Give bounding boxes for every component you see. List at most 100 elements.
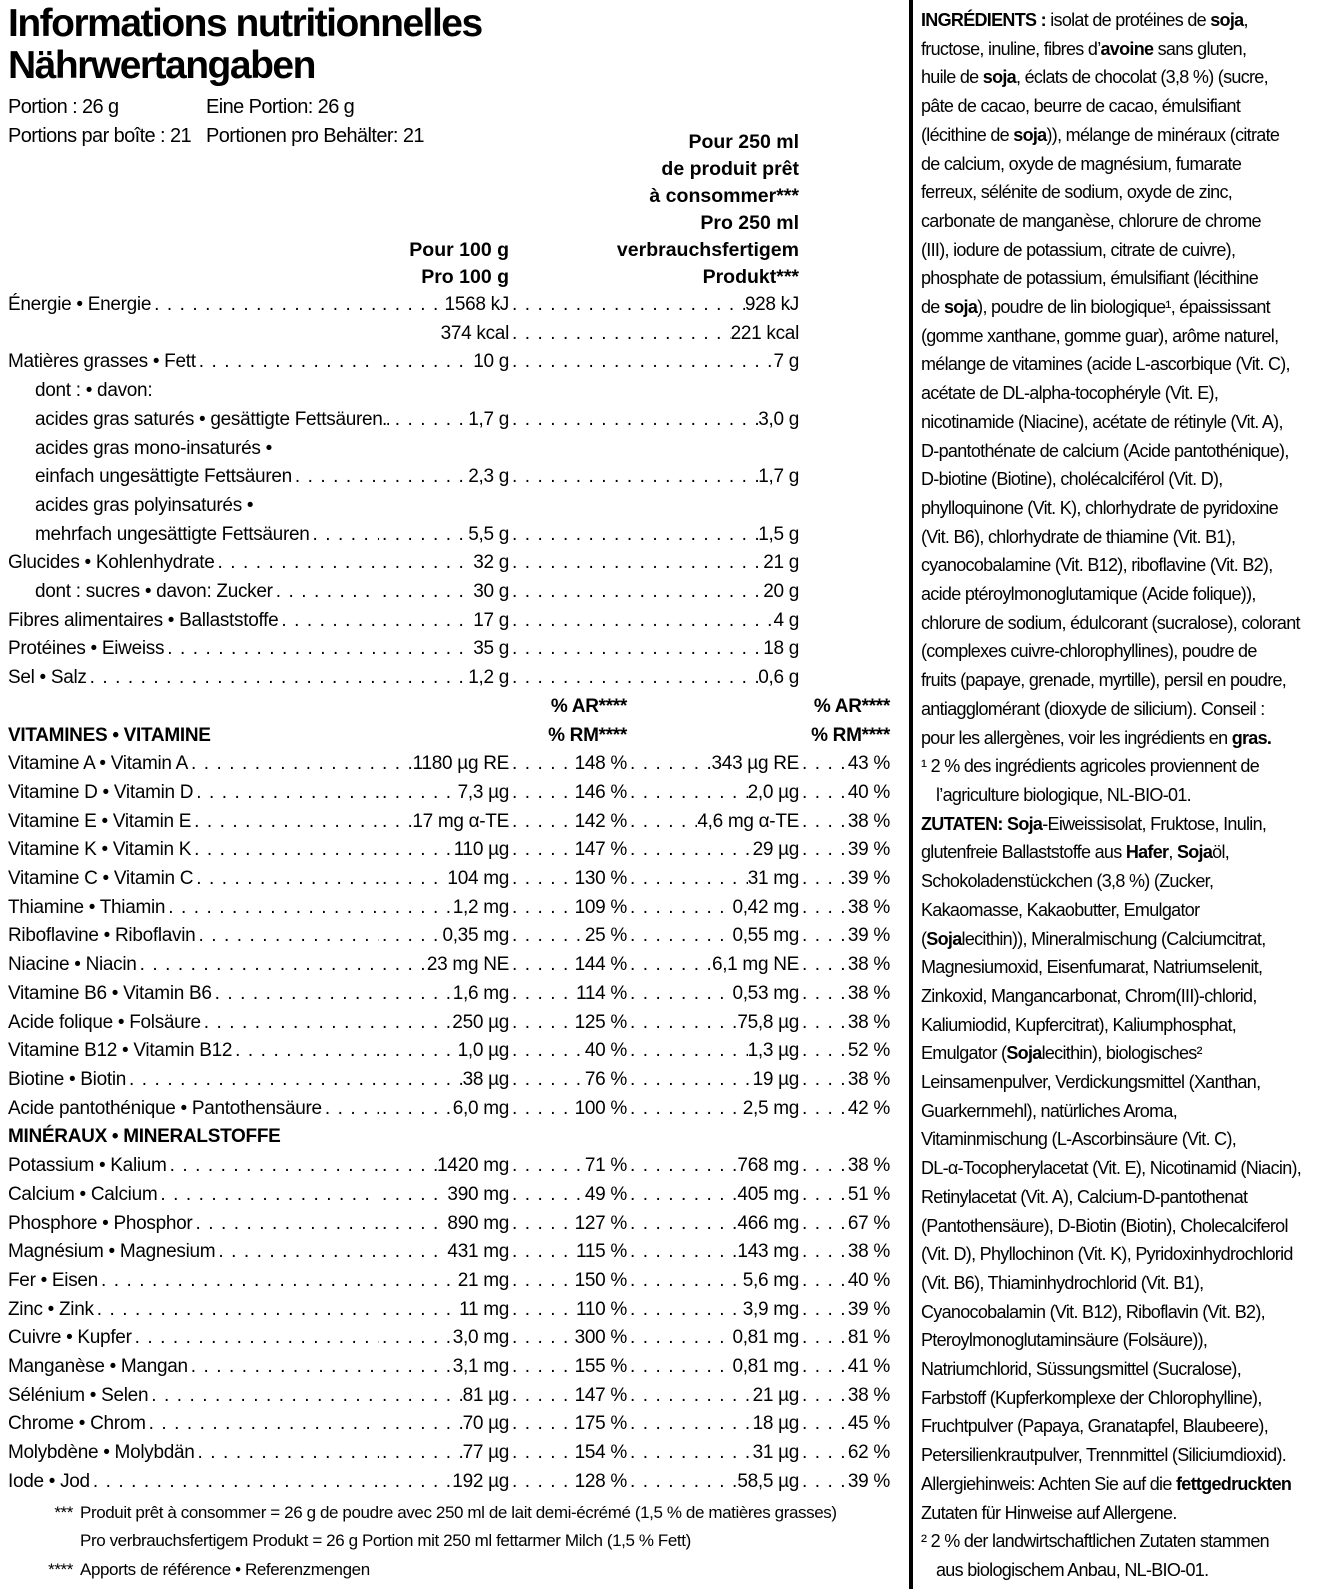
vitamin-row: Thiamine • Thiamin1,2 mg109 %0,42 mg38 %	[8, 894, 890, 923]
ingredient-line: fruits (papaye, grenade, myrtille), pers…	[921, 670, 1287, 691]
serving-size-fr: Portion : 26 g	[8, 96, 119, 118]
serving-size-de: Eine Portion: 26 g	[206, 96, 355, 118]
ingredient-line: (complexes cuivre-chlorophyllines), poud…	[921, 641, 1257, 662]
footnote: Pro verbrauchsfertigem Produkt = 26 g Po…	[80, 1531, 691, 1551]
ingredient-line: phosphate de potassium, émulsifiant (léc…	[921, 268, 1259, 289]
nutrient-row: acides gras saturés • gesättigte Fettsäu…	[8, 406, 890, 435]
ingredient-line: aus biologischem Anbau, NL-BIO-01.	[936, 1559, 1209, 1580]
vitamin-row: Vitamine B6 • Vitamin B61,6 mg114 %0,53 …	[8, 980, 890, 1009]
minerals-section-heading: MINÉRAUX • MINERALSTOFFE	[8, 1126, 281, 1148]
ingredient-line: carbonate de manganèse, chlorure de chro…	[921, 210, 1262, 231]
ingredient-line: Kakaomasse, Kakaobutter, Emulgator	[921, 899, 1200, 920]
serving-info: Portion : 26 g Eine Portion: 26 g Portio…	[8, 93, 890, 151]
column-divider	[909, 0, 913, 1589]
ingredient-line: pâte de cacao, beurre de cacao, émulsifi…	[921, 96, 1241, 117]
nutrient-row: Sel • Salz1,2 g0,6 g	[8, 664, 890, 693]
rm-header-100g: % RM****	[548, 724, 627, 746]
mineral-row: Manganèse • Mangan3,1 mg155 %0,81 mg41 %	[8, 1353, 890, 1382]
ingredient-line: (lécithine de soja)), mélange de minérau…	[921, 124, 1280, 145]
ingredient-line: Cyanocobalamin (Vit. B12), Riboflavin (V…	[921, 1301, 1266, 1322]
minerals-heading-row: MINÉRAUX • MINERALSTOFFE	[8, 1123, 890, 1152]
vitamins-heading-row: VITAMINES • VITAMINE % RM**** % RM****	[8, 722, 890, 751]
ingredient-line: (Vit. D), Phyllochinon (Vit. K), Pyridox…	[921, 1244, 1293, 1265]
ingredient-line: ¹ 2 % des ingrédients agricoles provienn…	[921, 756, 1260, 777]
mineral-row: Cuivre • Kupfer3,0 mg300 %0,81 mg81 %	[8, 1324, 890, 1353]
ingredient-line: Zutaten für Hinweise auf Allergene.	[921, 1502, 1177, 1523]
vitamin-row: Vitamine B12 • Vitamin B121,0 µg40 %1,3 …	[8, 1037, 890, 1066]
vitamin-row: Acide pantothénique • Pantothensäure6,0 …	[8, 1095, 890, 1124]
ingredient-line: D-biotine (Biotine), cholécalciférol (Vi…	[921, 469, 1223, 490]
ingredient-line: Fruchtpulver (Papaya, Granatapfel, Blaub…	[921, 1416, 1269, 1437]
ingredient-line: DL-α-Tocopherylacetat (Vit. E), Nicotina…	[921, 1158, 1302, 1179]
mineral-row: Fer • Eisen21 mg150 %5,6 mg40 %	[8, 1267, 890, 1296]
ingredient-line: Zinkoxid, Mangancarbonat, Chrom(III)-chl…	[921, 985, 1257, 1006]
nutrient-row: acides gras mono-insaturés •	[35, 437, 272, 459]
ingredient-line: fructose, inuline, fibres d’avoine sans …	[921, 38, 1247, 59]
footnote: **** Apports de référence • Referenzmenge…	[48, 1559, 370, 1579]
footnotes: *** Produit prêt à consommer = 26 g de po…	[8, 1499, 890, 1585]
reference-headers: % AR**** % AR**** VITAMINES • VITAMINE %…	[8, 693, 890, 750]
ingredient-line: Allergiehinweis: Achten Sie auf die fett…	[921, 1473, 1292, 1494]
ingredient-line: Vitaminmischung (L-Ascorbinsäure (Vit. C…	[921, 1129, 1237, 1150]
ingredient-line: Guarkernmehl), natürliches Aroma,	[921, 1100, 1178, 1121]
ar-header-row: % AR**** % AR****	[8, 693, 890, 722]
ingredient-line: ZUTATEN: Soja-Eiweissisolat, Fruktose, I…	[921, 813, 1267, 834]
footnote: *** Produit prêt à consommer = 26 g de po…	[54, 1502, 837, 1522]
nutrient-row: Fibres alimentaires • Ballaststoffe17 g4…	[8, 607, 890, 636]
nutrient-row: Protéines • Eiweiss35 g18 g	[8, 635, 890, 664]
ingredient-line: de calcium, oxyde de magnésium, fumarate	[921, 153, 1242, 174]
nutrient-row: 374 kcal221 kcal	[8, 320, 890, 349]
vitamins-table: Vitamine A • Vitamin A1180 µg RE148 %343…	[8, 750, 890, 1123]
column-headers: Pour 100 g Pro 100 g Pour 250 ml de prod…	[8, 129, 890, 291]
mineral-row: Calcium • Calcium390 mg49 %405 mg51 %	[8, 1181, 890, 1210]
ingredient-line: mélange de vitamines (acide L-ascorbique…	[921, 354, 1291, 375]
title-german: Nährwertangaben	[8, 44, 316, 87]
ingredient-line: ² 2 % der landwirtschaftlichen Zutaten s…	[921, 1531, 1270, 1552]
per-100g-header: Pour 100 g Pro 100 g	[409, 239, 509, 288]
ingredient-line: de soja), poudre de lin biologique¹, épa…	[921, 297, 1271, 318]
ingredient-line: (Sojalecithin)), Mineralmischung (Calciu…	[921, 928, 1266, 949]
ingredient-line: ferreux, sélénite de sodium, oxyde de zi…	[921, 182, 1233, 203]
ingredient-line: glutenfreie Ballaststoffe aus Hafer, Soj…	[921, 842, 1230, 863]
mineral-row: Zinc • Zink11 mg110 %3,9 mg39 %	[8, 1296, 890, 1325]
servings-per-container-de: Portionen pro Behälter: 21	[206, 125, 424, 147]
vitamin-row: Niacine • Niacin23 mg NE144 %6,1 mg NE38…	[8, 951, 890, 980]
ar-header-100g: % AR****	[550, 695, 627, 717]
mineral-row: Magnésium • Magnesium431 mg115 %143 mg38…	[8, 1238, 890, 1267]
nutrient-row: dont : sucres • davon: Zucker30 g20 g	[8, 578, 890, 607]
vitamin-row: Vitamine D • Vitamin D7,3 µg146 %2,0 µg4…	[8, 779, 890, 808]
ingredient-line: INGRÉDIENTS : isolat de protéines de soj…	[921, 10, 1249, 30]
ar-header-250ml: % AR****	[813, 695, 890, 717]
rm-header-250ml: % RM****	[811, 724, 890, 746]
ingredient-line: chlorure de sodium, édulcorant (sucralos…	[921, 612, 1301, 633]
ingredient-line: Magnesiumoxid, Eisenfumarat, Natriumsele…	[921, 957, 1263, 978]
mineral-row: Chrome • Chrom70 µg175 %18 µg45 %	[8, 1410, 890, 1439]
ingredient-line: phylloquinone (Vit. K), chlorhydrate de …	[921, 497, 1279, 518]
vitamin-row: Riboflavine • Riboflavin0,35 mg25 %0,55 …	[8, 922, 890, 951]
ingredient-line: l’agriculture biologique, NL-BIO-01.	[936, 784, 1192, 805]
nutrient-row: mehrfach ungesättigte Fettsäuren5,5 g1,5…	[8, 521, 890, 550]
mineral-row: Molybdène • Molybdän77 µg154 %31 µg62 %	[8, 1439, 890, 1468]
nutrient-row: Énergie • Energie1568 kJ928 kJ	[8, 291, 890, 320]
minerals-table: Potassium • Kalium1420 mg71 %768 mg38 %C…	[8, 1152, 890, 1496]
vitamins-section-heading: VITAMINES • VITAMINE	[8, 724, 211, 746]
nutrient-row: Matières grasses • Fett10 g7 g	[8, 348, 890, 377]
ingredient-line: (III), iodure de potassium, citrate de c…	[921, 239, 1236, 260]
ingredient-line: (Pantothensäure), D-Biotin (Biotin), Cho…	[921, 1215, 1288, 1236]
vitamin-row: Vitamine A • Vitamin A1180 µg RE148 %343…	[8, 750, 890, 779]
per-250ml-header: Pour 250 ml de produit prêt à consommer*…	[616, 131, 799, 288]
ingredient-line: acide ptéroylmonoglutamique (Acide foliq…	[921, 584, 1256, 605]
nutrient-row: dont : • davon:	[35, 380, 153, 402]
ingredient-line: (gomme xanthane, gomme guar), arôme natu…	[921, 325, 1279, 346]
ingredients-panel: INGRÉDIENTS : isolat de protéines de soj…	[921, 6, 1321, 1585]
mineral-row: Sélénium • Selen81 µg147 %21 µg38 %	[8, 1382, 890, 1411]
ingredient-line: (Vit. B6), chlorhydrate de thiamine (Vit…	[921, 526, 1236, 547]
title-french: Informations nutritionnelles	[8, 2, 483, 45]
mineral-row: Potassium • Kalium1420 mg71 %768 mg38 %	[8, 1152, 890, 1181]
nutrient-row: Glucides • Kohlenhydrate32 g21 g	[8, 549, 890, 578]
ingredient-line: cyanocobalamine (Vit. B12), riboflavine …	[921, 555, 1273, 576]
ingredient-line: Emulgator (Sojalecithin), biologisches²	[921, 1043, 1203, 1064]
page-title: Informations nutritionnelles Nährwertang…	[8, 3, 890, 87]
nutrition-facts-panel: Informations nutritionnelles Nährwertang…	[8, 0, 890, 1585]
